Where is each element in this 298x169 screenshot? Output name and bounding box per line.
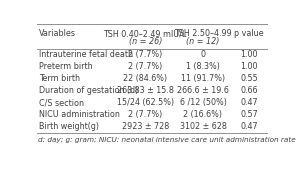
Text: TSH 2.50–4.99: TSH 2.50–4.99 <box>174 29 232 38</box>
Text: 2 (16.6%): 2 (16.6%) <box>184 110 222 119</box>
Text: Duration of gestation (d): Duration of gestation (d) <box>39 86 138 95</box>
Text: 0.47: 0.47 <box>240 98 258 107</box>
Text: Term birth: Term birth <box>39 74 80 83</box>
Text: 3102 ± 628: 3102 ± 628 <box>179 122 226 131</box>
Text: 0: 0 <box>201 50 205 59</box>
Text: p value: p value <box>234 29 264 38</box>
Text: Birth weight(g): Birth weight(g) <box>39 122 99 131</box>
Text: 263.83 ± 15.8: 263.83 ± 15.8 <box>117 86 174 95</box>
Text: 2 (7.7%): 2 (7.7%) <box>128 50 162 59</box>
Text: 11 (91.7%): 11 (91.7%) <box>181 74 225 83</box>
Text: 1.00: 1.00 <box>240 50 258 59</box>
Text: Intrauterine fetal death: Intrauterine fetal death <box>39 50 133 59</box>
Text: Preterm birth: Preterm birth <box>39 62 92 71</box>
Text: (n = 26): (n = 26) <box>128 38 162 46</box>
Text: (n = 12): (n = 12) <box>186 38 220 46</box>
Text: 0.57: 0.57 <box>240 110 258 119</box>
Text: 0.47: 0.47 <box>240 122 258 131</box>
Text: Variables: Variables <box>39 29 76 38</box>
Text: 266.6 ± 19.6: 266.6 ± 19.6 <box>177 86 229 95</box>
Text: NICU administration: NICU administration <box>39 110 119 119</box>
Text: 2 (7.7%): 2 (7.7%) <box>128 62 162 71</box>
Text: 2923 ± 728: 2923 ± 728 <box>122 122 169 131</box>
Text: d: day; g: gram; NICU: neonatal intensive care unit administration rate: d: day; g: gram; NICU: neonatal intensiv… <box>38 137 296 143</box>
Text: 15/24 (62.5%): 15/24 (62.5%) <box>117 98 174 107</box>
Text: 2 (7.7%): 2 (7.7%) <box>128 110 162 119</box>
Text: 22 (84.6%): 22 (84.6%) <box>123 74 167 83</box>
Text: 0.55: 0.55 <box>240 74 258 83</box>
Text: 1 (8.3%): 1 (8.3%) <box>186 62 220 71</box>
Text: 6 /12 (50%): 6 /12 (50%) <box>179 98 226 107</box>
Text: 0.66: 0.66 <box>240 86 258 95</box>
Text: 1.00: 1.00 <box>240 62 258 71</box>
Text: C/S section: C/S section <box>39 98 84 107</box>
Text: TSH 0.40–2.49 mIU/L: TSH 0.40–2.49 mIU/L <box>103 29 187 38</box>
